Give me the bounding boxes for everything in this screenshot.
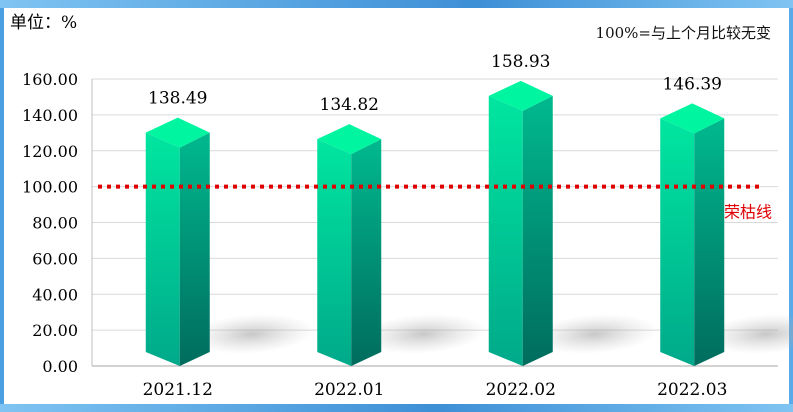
bar-value-label: 138.49 — [148, 89, 207, 109]
x-tick-label: 2022.01 — [314, 380, 384, 400]
x-tick-label: 2022.02 — [486, 380, 556, 400]
bar-side — [694, 118, 725, 367]
note-label: 100%=与上个月比较无变 — [595, 24, 771, 42]
bar-shadow — [531, 314, 658, 354]
bar-shadow — [703, 314, 793, 354]
x-tick-label: 2021.12 — [143, 380, 213, 400]
bar-top — [145, 117, 210, 148]
y-tick-label: 0.00 — [42, 357, 78, 376]
y-tick-label: 40.00 — [32, 285, 78, 304]
bar-shadow — [360, 314, 487, 354]
y-tick-label: 120.00 — [22, 142, 78, 161]
x-tick-label: 2022.03 — [657, 380, 727, 400]
reference-line-label: 荣枯线 — [724, 203, 772, 222]
bar-front — [145, 132, 180, 366]
bar-front — [660, 118, 695, 367]
bar-side — [351, 139, 382, 366]
y-tick-label: 160.00 — [22, 70, 78, 89]
unit-label: 单位：% — [10, 13, 78, 33]
y-tick-label: 140.00 — [22, 106, 78, 125]
bar-side — [179, 132, 210, 366]
bar-value-label: 146.39 — [663, 74, 722, 94]
bar-top — [660, 103, 725, 134]
y-tick-label: 60.00 — [32, 249, 78, 268]
bar-side — [522, 95, 553, 366]
bar-top — [317, 124, 382, 155]
bar-shadow — [188, 314, 315, 354]
bar-front — [317, 139, 352, 366]
bar-front — [488, 95, 523, 366]
bar-value-label: 134.82 — [320, 95, 379, 115]
y-tick-label: 80.00 — [32, 214, 78, 233]
y-tick-label: 20.00 — [32, 321, 78, 340]
bar-top — [488, 80, 553, 111]
bar-value-label: 158.93 — [491, 52, 550, 72]
y-tick-label: 100.00 — [22, 178, 78, 197]
